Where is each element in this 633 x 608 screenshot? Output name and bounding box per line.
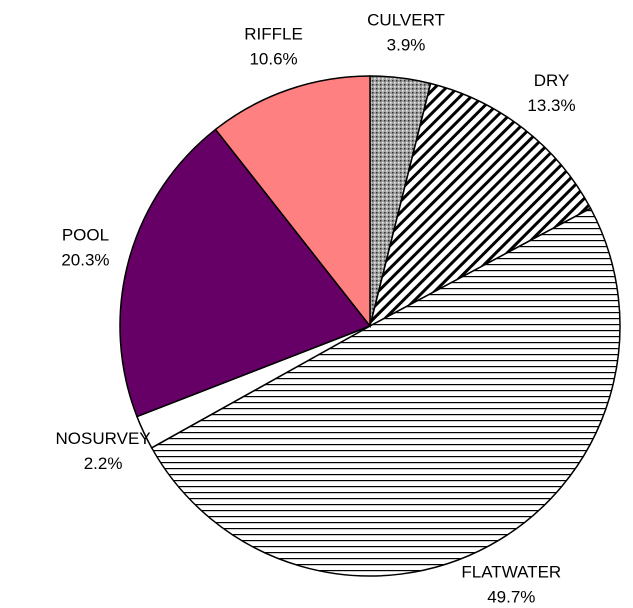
pie-slice xyxy=(119,128,372,418)
slice-label: CULVERT xyxy=(367,11,445,30)
pie-slice xyxy=(368,82,592,328)
slice-label: POOL xyxy=(62,226,109,245)
slice-label: NOSURVEY xyxy=(56,429,151,448)
slice-value-label: 3.9% xyxy=(387,36,426,55)
pie-slice xyxy=(150,207,621,577)
slice-label: FLATWATER xyxy=(461,562,561,581)
slice-value-label: 2.2% xyxy=(84,454,123,473)
slice-value-label: 13.3% xyxy=(527,96,575,115)
slice-value-label: 49.7% xyxy=(487,587,535,606)
slice-label: DRY xyxy=(534,71,570,90)
slice-value-label: 10.6% xyxy=(249,50,297,69)
slice-label: RIFFLE xyxy=(244,25,303,44)
slice-value-label: 20.3% xyxy=(61,251,109,270)
pie-slice xyxy=(214,75,371,329)
